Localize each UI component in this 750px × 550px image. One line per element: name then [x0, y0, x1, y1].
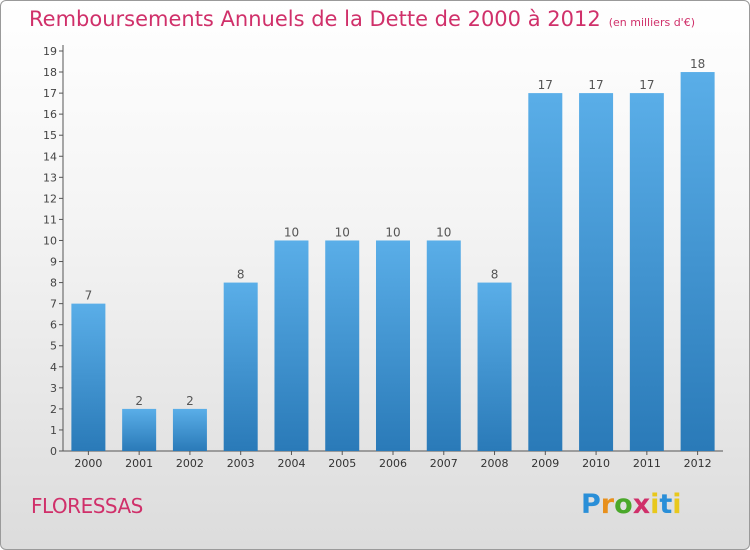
y-tick-label: 2: [50, 403, 57, 416]
data-label: 17: [588, 78, 603, 92]
data-label: 2: [186, 394, 194, 408]
x-tick-label: 2005: [328, 457, 356, 470]
bar-2001: [122, 408, 157, 451]
bar-2007: [426, 240, 461, 451]
y-tick-label: 10: [43, 234, 57, 247]
y-tick-label: 3: [50, 382, 57, 395]
y-tick-label: 6: [50, 319, 57, 332]
y-tick-label: 17: [43, 87, 57, 100]
data-label: 18: [690, 57, 705, 71]
bar-2005: [325, 240, 360, 451]
data-label: 2: [135, 394, 143, 408]
bar-2009: [528, 93, 563, 452]
x-tick-label: 2001: [125, 457, 153, 470]
x-tick-label: 2002: [176, 457, 204, 470]
y-tick-label: 5: [50, 340, 57, 353]
y-tick-label: 8: [50, 277, 57, 290]
y-tick-label: 4: [50, 361, 57, 374]
data-label: 7: [85, 289, 93, 303]
x-tick-label: 2010: [582, 457, 610, 470]
bar-2000: [71, 303, 106, 451]
chart-data-labels: 7 2 2 8 10 10 10 10 8 17 17 17 18: [85, 57, 706, 408]
x-tick-label: 2006: [379, 457, 407, 470]
y-tick-label: 13: [43, 171, 57, 184]
data-label: 10: [284, 225, 299, 239]
data-label: 8: [491, 268, 499, 282]
y-tick-label: 12: [43, 192, 57, 205]
bar-2004: [274, 240, 309, 451]
y-tick-label: 16: [43, 108, 57, 121]
bar-2002: [172, 408, 207, 451]
chart-title: Remboursements Annuels de la Dette de 20…: [29, 7, 695, 31]
y-tick-label: 1: [50, 424, 57, 437]
x-tick-label: 2009: [531, 457, 559, 470]
chart-bars: [71, 72, 715, 452]
y-tick-label: 14: [43, 150, 57, 163]
x-tick-label: 2000: [74, 457, 102, 470]
bar-2003: [223, 282, 258, 451]
y-tick-label: 18: [43, 66, 57, 79]
x-tick-label: 2007: [430, 457, 458, 470]
y-tick-label: 9: [50, 256, 57, 269]
x-tick-label: 2012: [684, 457, 712, 470]
y-tick-label: 15: [43, 129, 57, 142]
x-tick-label: 2011: [633, 457, 661, 470]
chart-title-text: Remboursements Annuels de la Dette de 20…: [29, 7, 601, 31]
bar-2006: [376, 240, 410, 451]
data-label: 17: [639, 78, 654, 92]
proxiti-logo: Proxiti: [581, 489, 682, 520]
y-tick-label: 19: [43, 45, 57, 58]
x-tick-label: 2003: [227, 457, 255, 470]
y-tick-label: 11: [43, 213, 57, 226]
data-label: 10: [335, 225, 350, 239]
x-tick-label: 2004: [277, 457, 305, 470]
chart-subtitle: (en milliers d'€): [608, 16, 695, 29]
y-tick-label: 7: [50, 298, 57, 311]
y-tick-label: 0: [50, 445, 57, 458]
data-label: 10: [385, 225, 400, 239]
bar-2010: [579, 93, 614, 452]
data-label: 17: [538, 78, 553, 92]
bar-2011: [629, 93, 664, 452]
bar-2012: [680, 72, 715, 451]
x-tick-label: 2008: [481, 457, 509, 470]
data-label: 10: [436, 225, 451, 239]
bar-2008: [477, 282, 512, 451]
data-label: 8: [237, 268, 245, 282]
commune-name: FLORESSAS: [31, 494, 143, 518]
